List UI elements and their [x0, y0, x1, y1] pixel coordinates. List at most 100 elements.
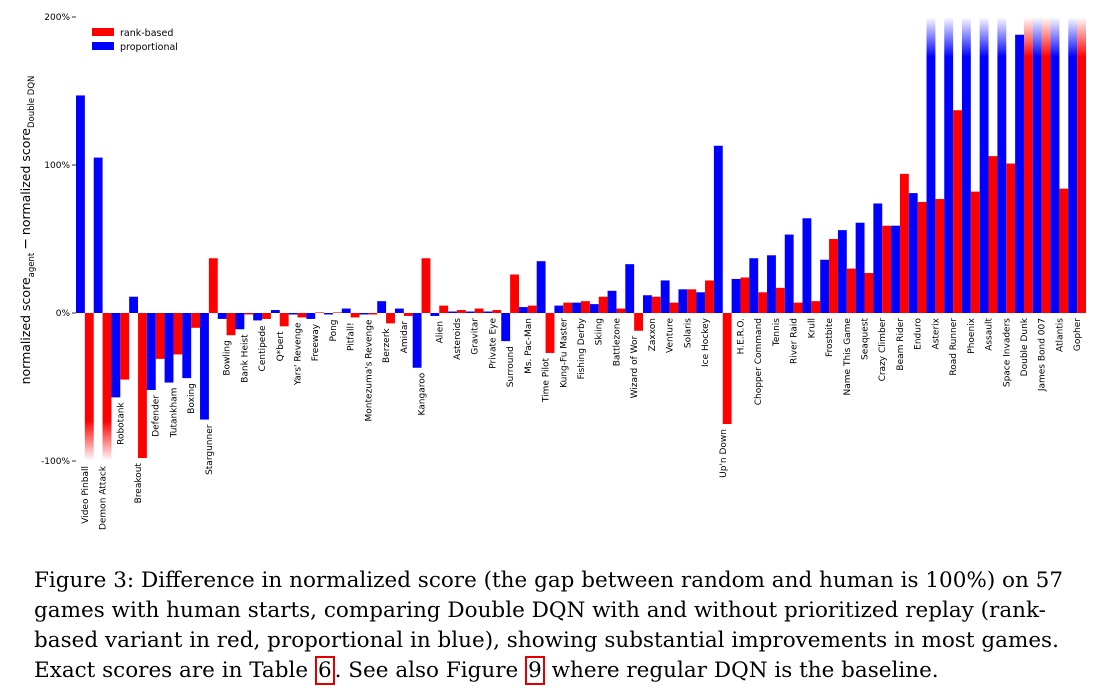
bar-proportional-50: [961, 57, 971, 313]
x-tick-label: Atlantis: [1055, 318, 1065, 352]
bar-rank-based-7: [208, 258, 218, 313]
bar-proportional-10: [253, 313, 263, 321]
bar-proportional-31: [625, 264, 635, 313]
x-tick-label: Berzerk: [382, 328, 392, 363]
bar-rank-based-39: [775, 287, 785, 313]
bar-proportional-43: [837, 230, 847, 313]
y-tick-label: 100%: [44, 161, 70, 171]
x-tick-label: Krull: [807, 318, 817, 338]
bar-rank-based-0: [84, 313, 94, 421]
x-tick-label: Seaquest: [861, 318, 871, 360]
bar-rank-based-56: [1077, 57, 1086, 313]
bar-proportional-28: [572, 302, 581, 313]
y-tick-label: 0%: [56, 309, 71, 319]
bar-fade-proportional-52: [997, 17, 1007, 57]
bar-rank-based-54: [1041, 57, 1051, 313]
x-tick-label: Time Pilot: [542, 357, 552, 403]
bar-rank-based-2: [120, 313, 130, 380]
bar-proportional-19: [412, 313, 422, 368]
bar-proportional-53: [1015, 34, 1024, 313]
x-tick-label: Defender: [152, 395, 162, 437]
bar-proportional-5: [164, 313, 174, 383]
bar-proportional-23: [483, 311, 493, 313]
bar-rank-based-50: [970, 191, 980, 313]
x-tick-label: Battlezone: [612, 318, 622, 367]
x-tick-label: Asteroids: [453, 318, 463, 360]
bar-proportional-2: [111, 313, 121, 398]
bar-rank-based-38: [758, 292, 768, 313]
bar-proportional-37: [731, 278, 741, 313]
bar-rank-based-20: [439, 305, 449, 313]
bar-proportional-8: [217, 313, 227, 319]
bar-proportional-51: [979, 57, 989, 313]
bar-rank-based-1: [102, 313, 112, 421]
x-tick-label: Surround: [506, 346, 516, 387]
bar-proportional-41: [802, 218, 812, 313]
y-axis: -100% 0% 100% 200%: [41, 13, 76, 467]
x-tick-label: Montezuma's Revenge: [364, 319, 374, 421]
bar-rank-based-3: [138, 313, 147, 459]
bar-proportional-4: [146, 313, 156, 390]
bar-fade-proportional-48: [926, 17, 936, 57]
x-tick-label: Double Dunk: [1020, 317, 1030, 376]
x-tick-label: Crazy Climber: [878, 318, 888, 382]
bar-proportional-35: [696, 292, 706, 313]
legend-swatch-proportional: [92, 42, 114, 50]
x-tick-label: Yars' Revenge: [293, 322, 303, 386]
bar-proportional-27: [554, 305, 564, 313]
bar-rank-based-48: [935, 199, 945, 313]
bar-proportional-7: [200, 313, 209, 420]
x-tick-label: Up'n Down: [719, 429, 729, 478]
x-tick-label: Private Eye: [488, 318, 498, 369]
bar-proportional-38: [749, 258, 759, 313]
bar-proportional-29: [589, 304, 599, 313]
bar-rank-based-21: [456, 310, 466, 313]
bar-fade-rank-based-0: [84, 421, 94, 461]
x-tick-label: Space Invaders: [1002, 318, 1012, 387]
bar-fade-proportional-54: [1032, 17, 1042, 57]
bar-rank-based-40: [793, 302, 803, 313]
x-tick-label: Frostbite: [825, 318, 835, 357]
bar-proportional-12: [288, 313, 298, 315]
bar-rank-based-26: [545, 313, 555, 353]
bar-proportional-17: [377, 301, 387, 313]
figure-reference-link[interactable]: 9: [525, 656, 545, 685]
bar-proportional-9: [235, 313, 245, 330]
bar-fade-rank-based-53: [1023, 17, 1033, 57]
bar-proportional-44: [855, 222, 865, 313]
bar-rank-based-47: [917, 202, 927, 313]
bar-proportional-13: [306, 313, 316, 319]
x-tick-label: Road Runner: [949, 318, 959, 376]
figure-caption: Figure 3: Difference in normalized score…: [34, 568, 1064, 685]
x-tick-label: Gravitar: [471, 318, 481, 355]
bar-rank-based-32: [651, 296, 661, 313]
bar-rank-based-13: [315, 312, 325, 313]
bar-proportional-20: [430, 313, 440, 316]
bar-rank-based-36: [722, 313, 732, 424]
x-tick-label: Pitfall!: [347, 322, 357, 351]
bar-rank-based-9: [244, 313, 254, 315]
bar-rank-based-45: [882, 225, 892, 313]
table-reference-link[interactable]: 6: [314, 656, 335, 685]
bar-proportional-45: [873, 203, 883, 313]
bar-proportional-42: [820, 259, 830, 313]
bar-rank-based-46: [899, 173, 909, 313]
bar-proportional-40: [784, 234, 794, 313]
legend-label-rank-based: rank-based: [120, 28, 173, 39]
bar-rank-based-37: [740, 277, 750, 313]
x-tick-label: James Bond 007: [1038, 318, 1048, 392]
x-tick-label: Pong: [329, 319, 339, 341]
x-tick-label: Centipede: [258, 325, 268, 372]
bar-proportional-56: [1068, 57, 1078, 313]
x-tick-label: Chopper Command: [754, 318, 764, 405]
x-tick-label: Video Pinball: [81, 466, 91, 524]
x-tick-label: Beam Rider: [896, 318, 906, 371]
bar-rank-based-6: [191, 313, 201, 328]
bar-rank-based-49: [953, 110, 962, 314]
x-tick-label: Ms. Pac-Man: [524, 318, 534, 374]
bar-proportional-26: [536, 261, 546, 313]
bar-rank-based-15: [350, 313, 360, 318]
x-tick-label: Assault: [985, 318, 995, 351]
x-tick-label: Name This Game: [843, 318, 853, 396]
bar-fade-proportional-49: [944, 17, 954, 57]
